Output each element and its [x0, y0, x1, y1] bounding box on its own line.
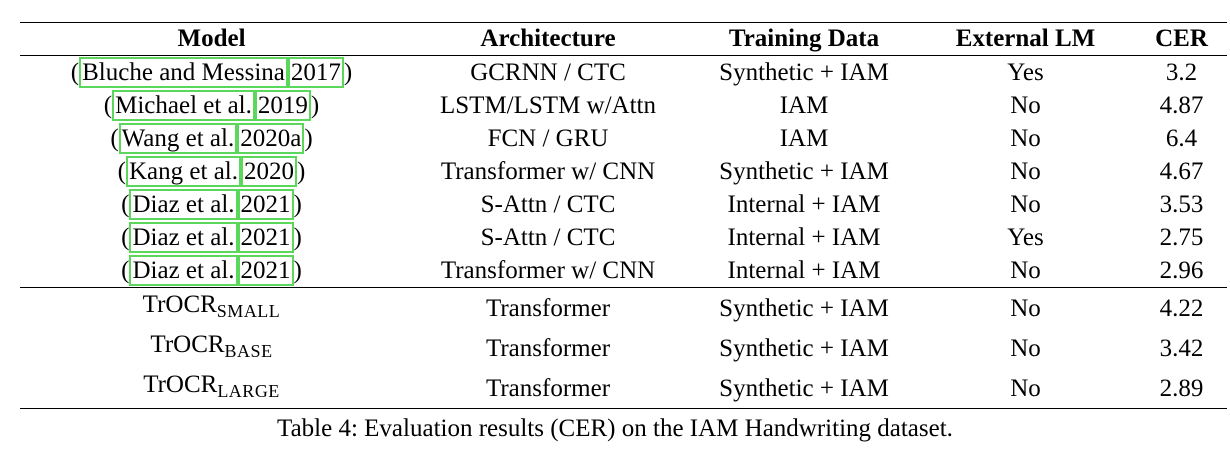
external-lm-cell: No [1010, 334, 1041, 362]
training-data-cell: Synthetic + IAM [719, 374, 889, 402]
table-row: TrOCRBASE Transformer Synthetic + IAM No… [20, 328, 1227, 368]
architecture-cell: GCRNN / CTC [470, 59, 626, 86]
citation-author-link[interactable]: Michael et al. [112, 90, 255, 121]
model-cell: (Bluche and Messina 2017) [70, 57, 353, 88]
training-data-cell: IAM [779, 92, 829, 119]
table-row: (Diaz et al. 2021) Transformer w/ CNN Int… [20, 254, 1227, 288]
external-lm-cell: Yes [1007, 224, 1044, 251]
training-data-cell: Synthetic + IAM [719, 294, 889, 322]
external-lm-cell: No [1010, 125, 1041, 152]
architecture-cell: S-Attn / CTC [480, 191, 616, 218]
cer-cell: 2.89 [1159, 374, 1204, 402]
header-architecture: Architecture [480, 25, 616, 52]
external-lm-cell: No [1010, 92, 1041, 119]
model-cell: (Diaz et al. 2021) [121, 255, 302, 286]
training-data-cell: Internal + IAM [727, 224, 881, 251]
training-data-cell: Internal + IAM [727, 257, 881, 284]
header-row: Model Architecture Training Data Externa… [20, 22, 1227, 56]
citation-author-link[interactable]: Diaz et al. [129, 189, 238, 220]
cer-cell: 2.75 [1159, 224, 1204, 251]
citation-year-link[interactable]: 2021 [237, 189, 294, 220]
external-lm-cell: Yes [1007, 59, 1044, 86]
header-training-data: Training Data [728, 25, 880, 52]
external-lm-cell: No [1010, 257, 1041, 284]
citation-year-link[interactable]: 2021 [237, 222, 294, 253]
training-data-cell: Synthetic + IAM [719, 158, 889, 185]
model-cell: (Diaz et al. 2021) [121, 222, 302, 253]
architecture-cell: Transformer [485, 334, 611, 362]
external-lm-cell: No [1010, 191, 1041, 218]
cer-cell: 3.53 [1159, 191, 1204, 218]
training-data-cell: Synthetic + IAM [719, 59, 889, 86]
cer-cell: 4.22 [1159, 294, 1204, 322]
citation-author-link[interactable]: Kang et al. [126, 156, 241, 187]
citation-year-link[interactable]: 2020a [237, 123, 305, 154]
table-header: Model Architecture Training Data Externa… [20, 22, 1227, 56]
results-table-container: Model Architecture Training Data Externa… [20, 22, 1227, 409]
architecture-cell: LSTM/LSTM w/Attn [440, 92, 656, 119]
model-cell: (Kang et al. 2020) [117, 156, 306, 187]
model-cell: TrOCRLARGE [143, 371, 280, 401]
training-data-cell: Synthetic + IAM [719, 334, 889, 362]
training-data-cell: IAM [779, 125, 829, 152]
model-size-subscript: LARGE [217, 381, 280, 401]
architecture-cell: Transformer [485, 294, 611, 322]
model-cell: TrOCRBASE [150, 331, 273, 361]
header-external-lm: External LM [955, 25, 1096, 52]
table-row: (Michael et al. 2019) LSTM/LSTM w/Attn IA… [20, 89, 1227, 122]
table-body: (Bluche and Messina 2017) GCRNN / CTC Syn… [20, 56, 1227, 409]
model-size-subscript: BASE [224, 341, 273, 361]
cer-cell: 3.2 [1165, 59, 1198, 86]
citation-year-link[interactable]: 2019 [254, 90, 311, 121]
citation-author-link[interactable]: Diaz et al. [129, 222, 238, 253]
external-lm-cell: No [1010, 294, 1041, 322]
table-row: (Wang et al. 2020a) FCN / GRU IAM No 6.4 [20, 122, 1227, 155]
training-data-cell: Internal + IAM [727, 191, 881, 218]
citation-author-link[interactable]: Bluche and Messina [79, 57, 288, 88]
architecture-cell: Transformer w/ CNN [440, 158, 656, 185]
model-cell: TrOCRSMALL [142, 291, 281, 321]
model-cell: (Diaz et al. 2021) [121, 189, 302, 220]
cer-cell: 6.4 [1165, 125, 1198, 152]
model-cell: (Wang et al. 2020a) [110, 123, 313, 154]
model-cell: (Michael et al. 2019) [103, 90, 320, 121]
table-row: (Diaz et al. 2021) S-Attn / CTC Internal … [20, 188, 1227, 221]
table-row: (Kang et al. 2020) Transformer w/ CNN Syn… [20, 155, 1227, 188]
external-lm-cell: No [1010, 158, 1041, 185]
table-row: (Diaz et al. 2021) S-Attn / CTC Internal … [20, 221, 1227, 254]
results-table: Model Architecture Training Data Externa… [20, 22, 1227, 409]
architecture-cell: Transformer w/ CNN [440, 257, 656, 284]
architecture-cell: S-Attn / CTC [480, 224, 616, 251]
model-size-subscript: SMALL [216, 301, 281, 321]
cer-cell: 4.67 [1159, 158, 1204, 185]
table-row: TrOCRSMALL Transformer Synthetic + IAM N… [20, 287, 1227, 329]
external-lm-cell: No [1010, 374, 1041, 402]
citation-author-link[interactable]: Diaz et al. [129, 255, 238, 286]
citation-year-link[interactable]: 2017 [287, 57, 344, 88]
header-model: Model [177, 25, 246, 52]
cer-cell: 4.87 [1159, 92, 1204, 119]
table-caption: Table 4: Evaluation results (CER) on the… [277, 415, 953, 442]
citation-year-link[interactable]: 2020 [240, 156, 297, 187]
cer-cell: 3.42 [1159, 334, 1204, 362]
table-row: TrOCRLARGE Transformer Synthetic + IAM N… [20, 368, 1227, 409]
citation-year-link[interactable]: 2021 [237, 255, 294, 286]
table-row: (Bluche and Messina 2017) GCRNN / CTC Syn… [20, 56, 1227, 90]
architecture-cell: Transformer [485, 374, 611, 402]
header-cer: CER [1155, 25, 1208, 52]
architecture-cell: FCN / GRU [487, 125, 609, 152]
citation-author-link[interactable]: Wang et al. [118, 123, 238, 154]
cer-cell: 2.96 [1159, 257, 1204, 284]
